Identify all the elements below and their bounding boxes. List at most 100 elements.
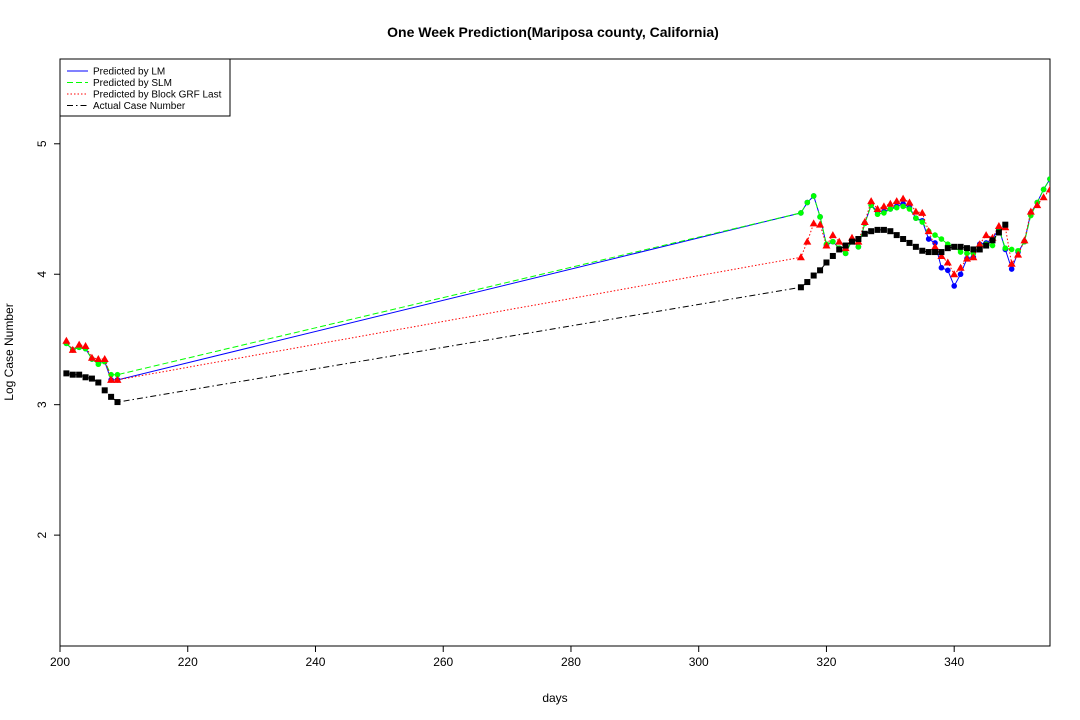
y-tick-label: 2 xyxy=(35,531,49,538)
data-point xyxy=(880,226,887,233)
data-point xyxy=(82,374,89,381)
data-point xyxy=(989,237,996,244)
data-point xyxy=(976,246,983,253)
x-axis-label: days xyxy=(542,691,567,705)
x-axis: 200 220 240 260 280 300 320 340 xyxy=(50,646,965,669)
data-point xyxy=(842,250,849,257)
data-point xyxy=(68,345,77,353)
data-point xyxy=(931,242,940,250)
data-point xyxy=(913,215,919,221)
data-point xyxy=(803,237,812,245)
data-point xyxy=(810,272,817,279)
y-tick-label: 3 xyxy=(35,401,49,408)
y-axis: 2 3 4 5 xyxy=(35,140,60,538)
data-point xyxy=(76,371,83,378)
data-point xyxy=(798,210,804,216)
x-tick-label: 280 xyxy=(561,655,581,669)
data-point xyxy=(995,229,1002,236)
data-point xyxy=(975,240,984,248)
series-line-0 xyxy=(66,178,1050,381)
data-point xyxy=(881,210,887,216)
data-point xyxy=(957,271,964,278)
data-point xyxy=(822,241,831,249)
data-point xyxy=(816,220,825,228)
data-point xyxy=(1047,176,1050,182)
data-point xyxy=(107,375,116,383)
data-point xyxy=(1008,266,1015,272)
data-point xyxy=(957,243,964,250)
data-point xyxy=(950,270,959,278)
x-tick-label: 200 xyxy=(50,655,70,669)
data-point xyxy=(899,194,908,202)
data-point xyxy=(855,244,862,250)
y-tick-label: 4 xyxy=(35,271,49,278)
data-point xyxy=(828,231,837,239)
series-layer xyxy=(62,176,1050,406)
y-tick-label: 5 xyxy=(35,140,49,147)
data-point xyxy=(957,249,964,255)
y-axis-label: Log Case Number xyxy=(2,303,16,400)
data-point xyxy=(1040,186,1047,193)
data-point xyxy=(924,227,933,235)
data-point xyxy=(1039,193,1048,201)
data-point xyxy=(879,202,888,210)
data-point xyxy=(836,246,843,253)
legend-label: Predicted by SLM xyxy=(93,78,172,89)
legend-label: Predicted by LM xyxy=(93,67,165,78)
data-point xyxy=(1007,259,1016,267)
data-point xyxy=(874,211,881,218)
x-tick-label: 340 xyxy=(944,655,964,669)
series-line-3 xyxy=(66,224,1006,403)
data-point xyxy=(905,198,914,206)
data-point xyxy=(861,230,868,237)
data-point xyxy=(1002,221,1009,228)
data-point xyxy=(919,247,926,254)
data-point xyxy=(925,236,932,242)
data-point xyxy=(855,236,862,243)
data-point xyxy=(100,355,109,363)
data-point xyxy=(938,264,945,271)
data-point xyxy=(842,242,849,249)
chart-title: One Week Prediction(Mariposa county, Cal… xyxy=(387,24,719,40)
series-3 xyxy=(63,221,1009,406)
data-point xyxy=(983,242,990,249)
data-point xyxy=(817,267,824,274)
data-point xyxy=(937,251,946,259)
data-point xyxy=(867,197,876,205)
data-point xyxy=(1008,246,1015,253)
data-point xyxy=(925,249,932,256)
data-point xyxy=(69,371,76,378)
data-point xyxy=(817,214,823,220)
data-point xyxy=(951,283,957,289)
data-point xyxy=(893,232,900,239)
data-point xyxy=(887,206,894,212)
data-point xyxy=(938,236,945,242)
data-point xyxy=(95,361,102,368)
legend-box xyxy=(59,58,231,117)
data-point xyxy=(804,279,811,286)
data-point xyxy=(849,238,855,245)
data-point xyxy=(835,237,844,245)
data-point xyxy=(114,399,121,406)
data-point xyxy=(938,249,945,256)
data-point xyxy=(932,232,938,238)
data-point xyxy=(944,245,951,252)
data-point xyxy=(95,379,102,386)
data-point xyxy=(989,242,996,249)
x-tick-label: 240 xyxy=(305,655,325,669)
data-point xyxy=(874,226,881,233)
data-point xyxy=(963,245,970,252)
data-point xyxy=(796,253,805,261)
data-point xyxy=(945,267,951,274)
data-point xyxy=(1026,207,1035,215)
data-point xyxy=(1002,245,1009,251)
data-point xyxy=(62,336,71,344)
data-point xyxy=(956,263,965,271)
data-point xyxy=(809,219,818,227)
legend-label: Actual Case Number xyxy=(93,101,186,112)
data-point xyxy=(63,370,70,377)
series-2 xyxy=(62,185,1050,383)
data-point xyxy=(114,371,121,378)
